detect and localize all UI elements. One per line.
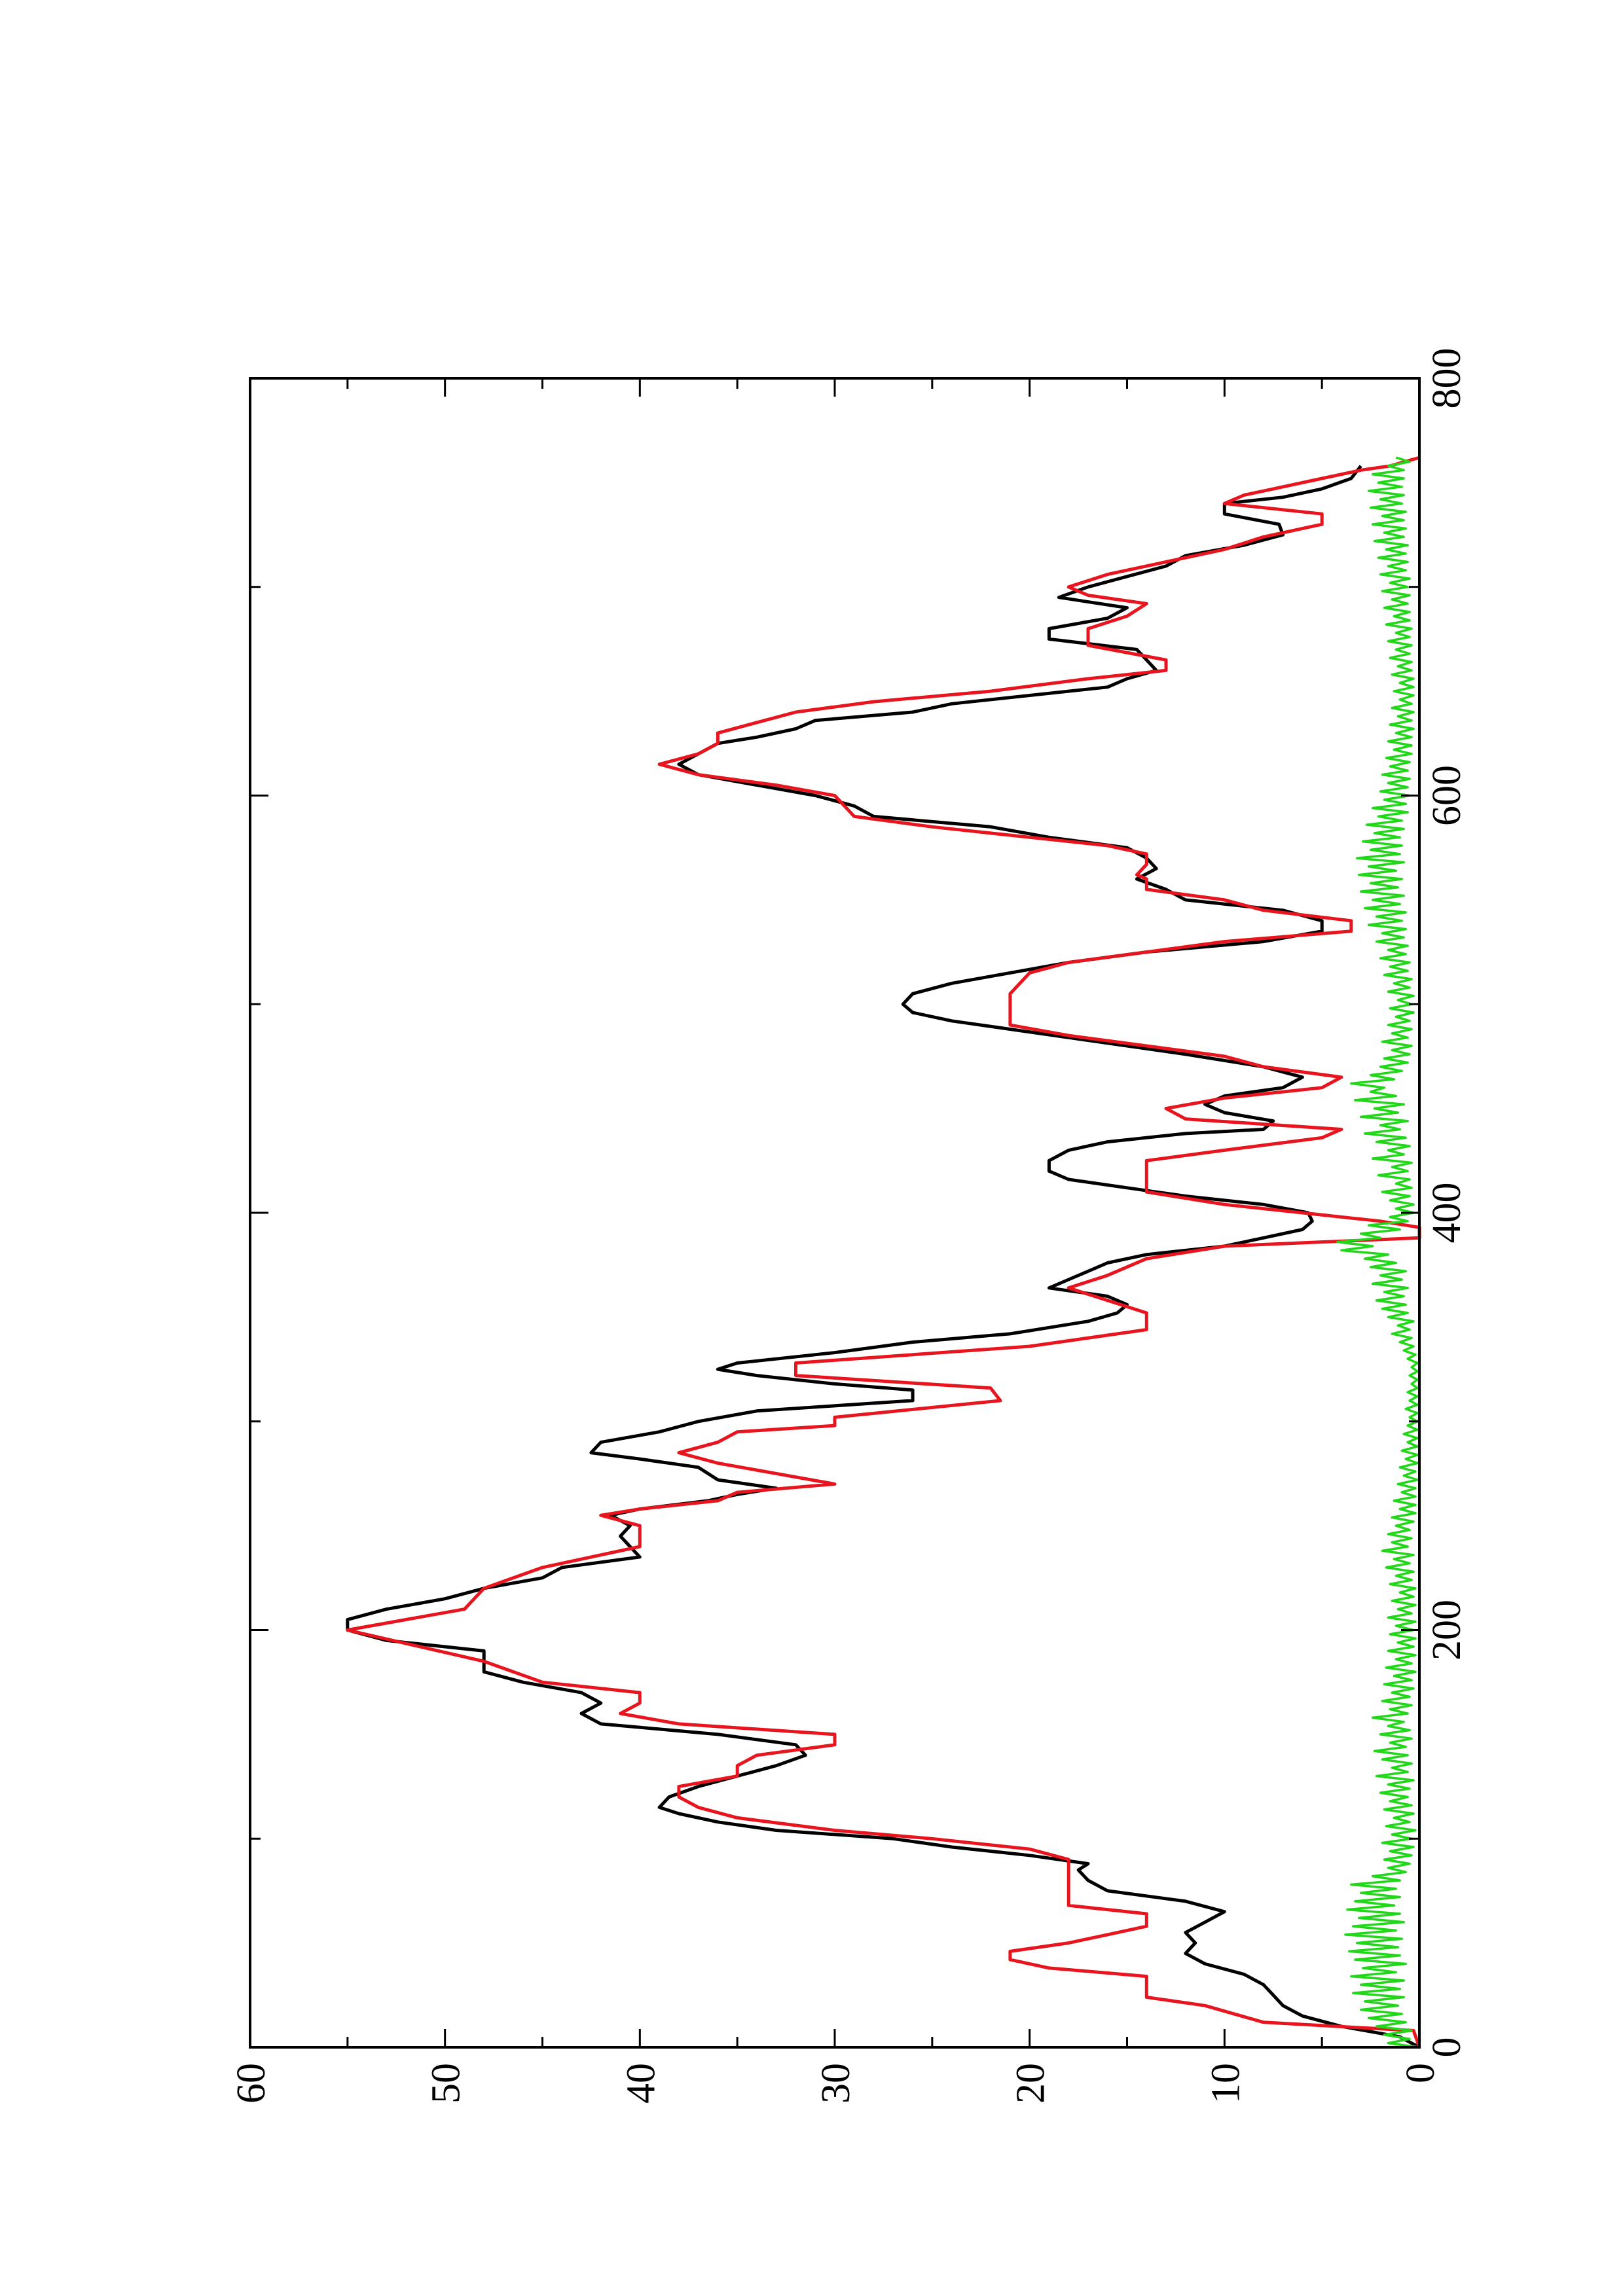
x-tick-label: 800 — [1425, 348, 1469, 409]
x-tick-label: 200 — [1425, 1600, 1469, 1660]
x-tick-label: 0 — [1425, 2037, 1469, 2058]
x-tick-label: 400 — [1425, 1183, 1469, 1244]
y-tick-label: 50 — [424, 2063, 469, 2104]
series-line-2 — [346, 456, 1421, 2048]
y-tick-label: 40 — [619, 2063, 663, 2104]
series-line-1 — [346, 465, 1421, 2049]
axes-layer: 0 200 400 600 800 0 10 20 30 40 50 60 — [229, 348, 1469, 2104]
x-tick-label: 600 — [1425, 765, 1469, 826]
y-tick-label: 20 — [1009, 2063, 1053, 2104]
y-tick-label: 0 — [1398, 2063, 1443, 2083]
series-line-3 — [1336, 456, 1420, 2049]
y-tick-label: 10 — [1203, 2063, 1248, 2104]
y-tick-label: 30 — [814, 2063, 858, 2104]
y-tick-label: 60 — [229, 2063, 274, 2104]
series-layer — [346, 456, 1421, 2049]
